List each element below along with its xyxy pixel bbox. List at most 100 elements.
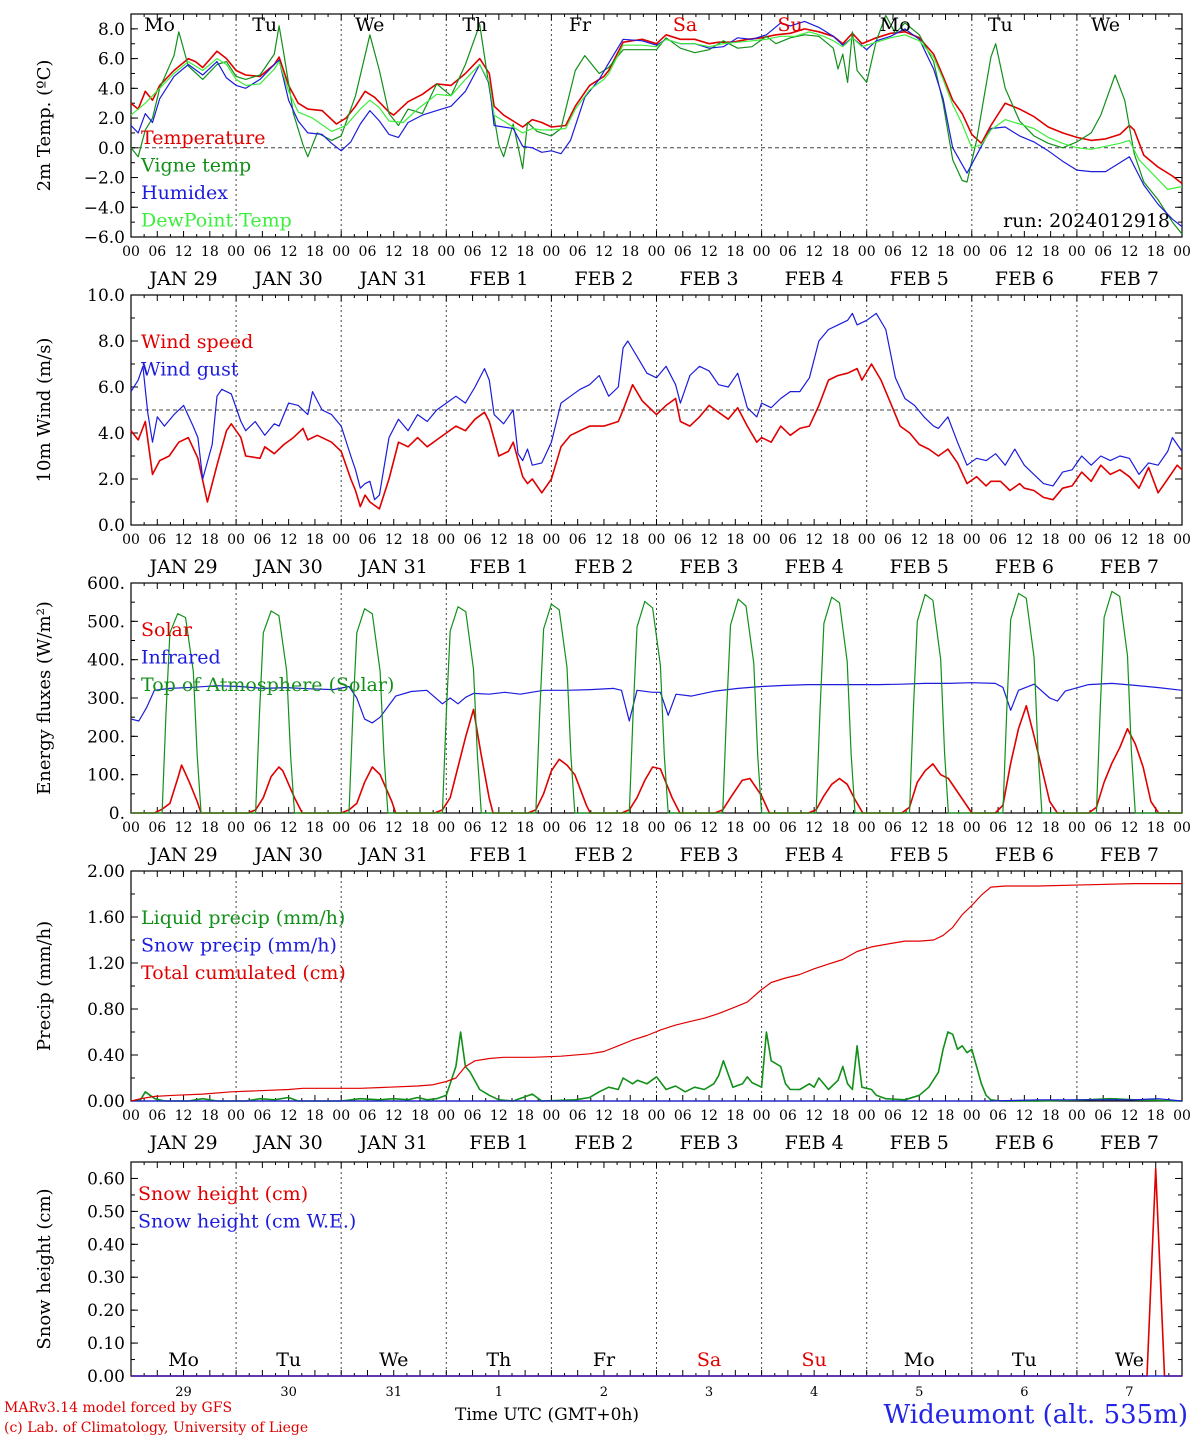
series-line-snow-precip-mm-h (131, 1098, 1183, 1102)
weekday-label: Su (778, 14, 803, 36)
hour-tick-label: 00 (437, 820, 455, 836)
hour-tick-label: 12 (910, 820, 928, 836)
y-tick-label: 2.0 (98, 109, 125, 129)
hour-tick-label: 12 (1121, 244, 1139, 260)
hour-tick-label: 18 (1147, 820, 1165, 836)
legend-entry: Vigne temp (140, 155, 251, 177)
y-tick-label: 0.80 (87, 1000, 125, 1020)
hour-tick-label: 00 (753, 244, 771, 260)
hour-tick-label: 06 (148, 244, 166, 260)
y-tick-label: 2.00 (87, 862, 125, 882)
hour-tick-label: 18 (201, 532, 219, 548)
hour-tick-label: 06 (464, 820, 482, 836)
hour-tick-label: 12 (280, 244, 298, 260)
date-label: FEB 3 (679, 556, 738, 578)
hour-tick-label: 12 (910, 244, 928, 260)
hour-tick-label: 06 (464, 244, 482, 260)
y-tick-label: 6.0 (98, 50, 125, 70)
hour-tick-label: 00 (122, 820, 140, 836)
hour-tick-label: 18 (937, 532, 955, 548)
hour-tick-label: 06 (884, 1108, 902, 1124)
hour-tick-label: 18 (411, 532, 429, 548)
hour-tick-label: 06 (884, 244, 902, 260)
hour-tick-label: 00 (332, 1108, 350, 1124)
hour-tick-label: 12 (175, 244, 193, 260)
date-label: FEB 2 (574, 1132, 633, 1154)
weekday-label: Fr (593, 1349, 616, 1371)
y-tick-label: 0. (109, 804, 125, 824)
hour-tick-label: 18 (411, 820, 429, 836)
hour-tick-label: 06 (779, 244, 797, 260)
hour-tick-label: 06 (989, 1108, 1007, 1124)
hour-tick-label: 00 (858, 244, 876, 260)
date-label: FEB 1 (469, 268, 528, 290)
hour-tick-label: 00 (122, 532, 140, 548)
hour-tick-label: 00 (227, 820, 245, 836)
y-tick-label: 300. (87, 689, 125, 709)
hour-tick-label: 18 (621, 820, 639, 836)
date-label: JAN 31 (358, 1132, 428, 1154)
hour-tick-label: 12 (385, 244, 403, 260)
hour-tick-label: 12 (1121, 820, 1139, 836)
legend-entry: Top of Atmosphere (Solar) (141, 674, 394, 696)
hour-tick-label: 00 (1173, 532, 1191, 548)
hour-tick-label: 18 (726, 820, 744, 836)
y-tick-label: 4.0 (98, 79, 125, 99)
date-label: JAN 31 (358, 268, 428, 290)
hour-tick-label: 12 (805, 532, 823, 548)
model-credit: MARv3.14 model forced by GFS (4, 1400, 233, 1416)
y-tick-label: 8.0 (98, 20, 125, 40)
hour-tick-label: 18 (1147, 532, 1165, 548)
hour-tick-label: 12 (1015, 1108, 1033, 1124)
y-tick-label: 0.30 (87, 1268, 125, 1288)
hour-tick-label: 06 (359, 820, 377, 836)
hour-tick-label: 00 (963, 820, 981, 836)
hour-tick-label: 00 (227, 532, 245, 548)
date-label: JAN 29 (147, 1132, 217, 1154)
hour-tick-label: 18 (516, 532, 534, 548)
date-label: JAN 29 (147, 268, 217, 290)
hour-tick-label: 06 (464, 1108, 482, 1124)
hour-tick-label: 18 (1042, 244, 1060, 260)
date-label: FEB 7 (1100, 268, 1159, 290)
hour-tick-label: 00 (227, 1108, 245, 1124)
hour-tick-label: 00 (648, 532, 666, 548)
weekday-label: Sa (697, 1349, 721, 1371)
y-axis-title: 2m Temp. (ºC) (34, 60, 55, 192)
date-label: JAN 29 (147, 844, 217, 866)
hour-tick-label: 06 (1094, 532, 1112, 548)
hour-tick-label: 18 (937, 1108, 955, 1124)
hour-tick-label: 06 (569, 820, 587, 836)
hour-tick-label: 06 (569, 244, 587, 260)
y-tick-label: 0.00 (87, 1092, 125, 1112)
date-label: JAN 30 (253, 556, 323, 578)
y-tick-label: −6.0 (84, 228, 125, 248)
date-label: FEB 3 (679, 268, 738, 290)
weekday-label: Mo (168, 1349, 199, 1371)
series-line-total-cumulated-cm (130, 882, 1182, 1102)
date-label: JAN 30 (253, 268, 323, 290)
legend-entry: Wind speed (141, 331, 253, 353)
hour-tick-label: 18 (937, 820, 955, 836)
hour-tick-label: 18 (832, 820, 850, 836)
hour-tick-label: 00 (753, 532, 771, 548)
hour-tick-label: 00 (753, 820, 771, 836)
date-label: JAN 29 (147, 556, 217, 578)
hour-tick-label: 12 (805, 1108, 823, 1124)
time-axis-label: Time UTC (GMT+0h) (455, 1405, 640, 1425)
y-axis-title: Snow height (cm) (34, 1188, 55, 1349)
weekday-label: Tu (1012, 1349, 1037, 1371)
run-label: run: 2024012918 (1003, 210, 1170, 232)
hour-tick-label: 18 (1042, 820, 1060, 836)
date-label: FEB 1 (469, 844, 528, 866)
hour-tick-label: 00 (1068, 244, 1086, 260)
y-tick-label: 0.0 (98, 516, 125, 536)
hour-tick-label: 00 (648, 820, 666, 836)
date-label: FEB 3 (679, 1132, 738, 1154)
legend-entry: Temperature (141, 127, 265, 149)
legend-entry: Snow precip (mm/h) (141, 935, 337, 957)
hour-tick-label: 18 (201, 244, 219, 260)
hour-tick-label: 18 (1147, 244, 1165, 260)
legend-entry: DewPoint Temp (141, 210, 292, 232)
hour-tick-label: 18 (1147, 1108, 1165, 1124)
